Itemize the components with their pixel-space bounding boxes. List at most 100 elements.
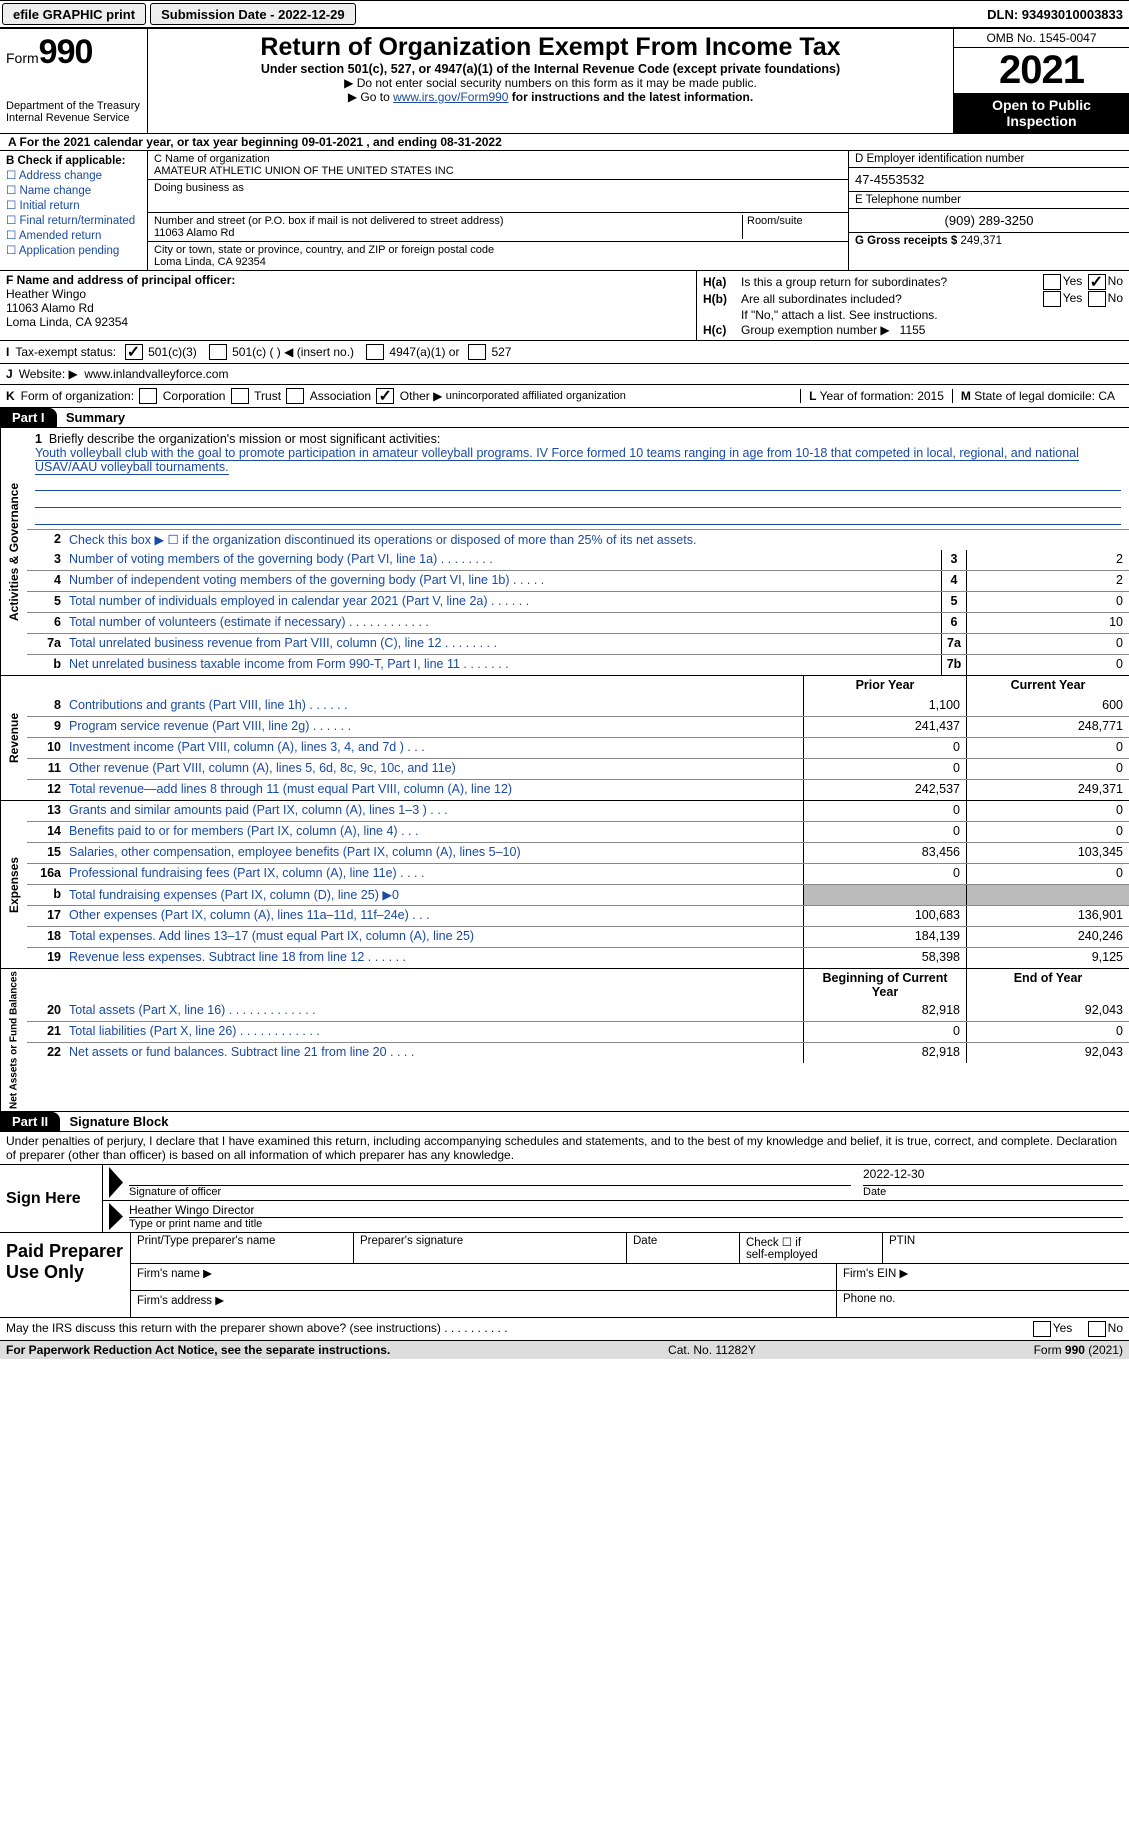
line-num: 18 <box>27 927 65 947</box>
prior-val: 58,398 <box>803 948 966 968</box>
irs-link[interactable]: www.irs.gov/Form990 <box>393 90 508 104</box>
open-inspection: Open to Public Inspection <box>954 93 1129 133</box>
dba-label: Doing business as <box>154 182 842 194</box>
city-label: City or town, state or province, country… <box>154 244 842 256</box>
ha-yes-checkbox[interactable] <box>1043 274 1061 290</box>
current-val: 136,901 <box>966 906 1129 926</box>
line-num: 10 <box>27 738 65 758</box>
room-suite-label: Room/suite <box>742 215 842 239</box>
check-other[interactable] <box>376 388 394 404</box>
line-desc: Grants and similar amounts paid (Part IX… <box>65 801 803 821</box>
hc-value: 1155 <box>900 323 926 337</box>
prior-val: 241,437 <box>803 717 966 737</box>
ha-no-checkbox[interactable] <box>1088 274 1106 290</box>
hb-yes-checkbox[interactable] <box>1043 291 1061 307</box>
efile-button[interactable]: efile GRAPHIC print <box>2 3 146 25</box>
sig-name-value: Heather Wingo Director <box>129 1203 1123 1217</box>
check-corporation[interactable] <box>139 388 157 404</box>
dept-treasury: Department of the Treasury <box>6 100 141 112</box>
mission-num: 1 <box>35 432 42 446</box>
ptin-label: PTIN <box>883 1233 1129 1263</box>
gross-value: 249,371 <box>960 235 1002 247</box>
line-box: 7b <box>941 655 966 675</box>
check-4947[interactable] <box>366 344 384 360</box>
line-desc: Total unrelated business revenue from Pa… <box>65 634 941 654</box>
firm-addr-label: Firm's address ▶ <box>131 1291 837 1317</box>
check-name-change[interactable]: ☐ Name change <box>6 183 141 197</box>
check-address-change[interactable]: ☐ Address change <box>6 168 141 182</box>
vlabel-activities: Activities & Governance <box>0 428 27 675</box>
current-val: 0 <box>966 822 1129 842</box>
ha-label: H(a) <box>703 275 741 289</box>
check-self-employed-label: Check ☐ if <box>746 1235 876 1249</box>
ha-text: Is this a group return for subordinates? <box>741 275 1041 289</box>
current-val: 240,246 <box>966 927 1129 947</box>
sig-name-label: Type or print name and title <box>129 1217 1123 1230</box>
state-domicile: CA <box>1098 389 1115 403</box>
dept-irs: Internal Revenue Service <box>6 112 141 124</box>
check-501c[interactable] <box>209 344 227 360</box>
current-val: 0 <box>966 759 1129 779</box>
line-num: 17 <box>27 906 65 926</box>
addr-value: 11063 Alamo Rd <box>154 227 742 239</box>
current-val: 0 <box>966 1022 1129 1042</box>
hb-label: H(b) <box>703 292 741 306</box>
part-i-header: Part I <box>0 408 57 427</box>
check-527[interactable] <box>468 344 486 360</box>
prior-val: 0 <box>803 759 966 779</box>
arrow-icon <box>109 1203 123 1230</box>
officer-name: Heather Wingo <box>6 287 690 301</box>
current-val: 92,043 <box>966 1001 1129 1021</box>
line-desc: Net assets or fund balances. Subtract li… <box>65 1043 803 1063</box>
submission-date-button[interactable]: Submission Date - 2022-12-29 <box>150 3 356 25</box>
phone-value: (909) 289-3250 <box>849 209 1129 233</box>
firm-ein-label: Firm's EIN ▶ <box>837 1264 1129 1290</box>
current-val: 9,125 <box>966 948 1129 968</box>
check-association[interactable] <box>286 388 304 404</box>
current-val: 103,345 <box>966 843 1129 863</box>
line-num: 21 <box>27 1022 65 1042</box>
form-note2-pre: ▶ Go to <box>348 90 393 104</box>
line-desc: Investment income (Part VIII, column (A)… <box>65 738 803 758</box>
current-val: 249,371 <box>966 780 1129 800</box>
line-val: 0 <box>966 634 1129 654</box>
line-desc: Professional fundraising fees (Part IX, … <box>65 864 803 884</box>
line-val: 2 <box>966 571 1129 591</box>
discuss-yes-checkbox[interactable] <box>1033 1321 1051 1337</box>
check-amended-return[interactable]: ☐ Amended return <box>6 228 141 242</box>
prior-val: 0 <box>803 801 966 821</box>
check-trust[interactable] <box>231 388 249 404</box>
line-desc: Total expenses. Add lines 13–17 (must eq… <box>65 927 803 947</box>
line-num: 8 <box>27 696 65 716</box>
line-num: 4 <box>27 571 65 591</box>
col-b-label: B Check if applicable: <box>6 155 141 167</box>
check-501c3[interactable] <box>125 344 143 360</box>
check-initial-return[interactable]: ☐ Initial return <box>6 198 141 212</box>
prior-val: 0 <box>803 738 966 758</box>
current-val: 600 <box>966 696 1129 716</box>
form-number: 990 <box>39 33 93 71</box>
line-num: 7a <box>27 634 65 654</box>
eoy-header: End of Year <box>966 969 1129 1001</box>
line-box: 6 <box>941 613 966 633</box>
line-num: b <box>27 885 65 905</box>
prior-val: 83,456 <box>803 843 966 863</box>
line-desc: Benefits paid to or for members (Part IX… <box>65 822 803 842</box>
sig-officer-label: Signature of officer <box>129 1185 851 1198</box>
check-final-return[interactable]: ☐ Final return/terminated <box>6 213 141 227</box>
form-title: Return of Organization Exempt From Incom… <box>156 33 945 62</box>
line-box: 7a <box>941 634 966 654</box>
discuss-no-checkbox[interactable] <box>1088 1321 1106 1337</box>
sign-here-label: Sign Here <box>0 1165 103 1232</box>
hb-no-checkbox[interactable] <box>1088 291 1106 307</box>
hb-note: If "No," attach a list. See instructions… <box>741 308 1123 322</box>
ein-value: 47-4553532 <box>849 168 1129 192</box>
check-application-pending[interactable]: ☐ Application pending <box>6 243 141 257</box>
prior-val: 184,139 <box>803 927 966 947</box>
hc-label: H(c) <box>703 323 741 337</box>
ein-label: D Employer identification number <box>849 151 1129 168</box>
part-i-title: Summary <box>66 410 125 425</box>
prior-val: 0 <box>803 1022 966 1042</box>
line-desc: Total number of individuals employed in … <box>65 592 941 612</box>
part-ii-header: Part II <box>0 1112 60 1131</box>
